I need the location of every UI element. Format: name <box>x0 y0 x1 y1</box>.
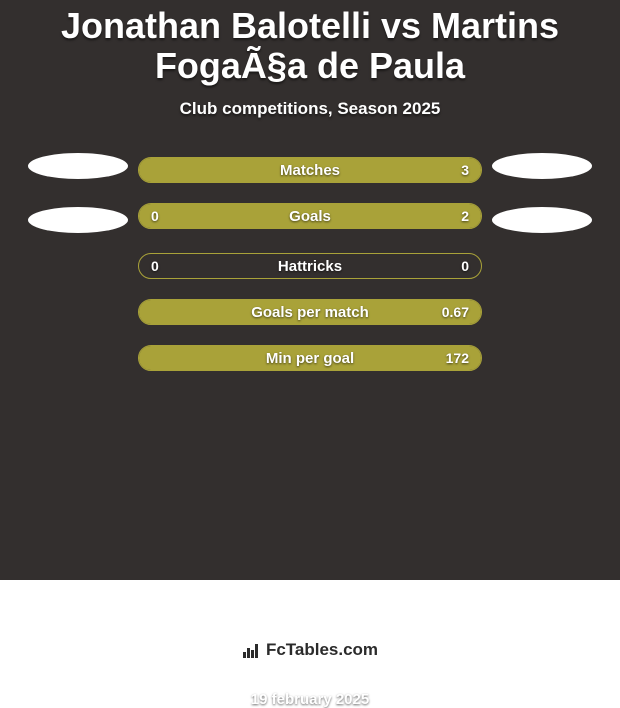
player-marker-oval <box>492 207 592 233</box>
stats-with-ovals: 3Matches 02Goals <box>18 157 602 233</box>
page-title: Jonathan Balotelli vs Martins FogaÃ§a de… <box>0 0 620 85</box>
stat-bar: 02Goals <box>138 203 482 229</box>
stat-label: Min per goal <box>139 350 481 367</box>
stat-bar: 172Min per goal <box>138 345 482 371</box>
bar-chart-icon <box>242 641 260 659</box>
date-caption: 19 february 2025 <box>0 691 620 708</box>
stat-label: Hattricks <box>139 258 481 275</box>
stat-label: Goals <box>139 208 481 225</box>
subtitle: Club competitions, Season 2025 <box>0 99 620 119</box>
player-marker-oval <box>28 207 128 233</box>
source-logo-text: FcTables.com <box>266 640 378 660</box>
source-logo: FcTables.com <box>222 623 398 677</box>
comparison-card: Jonathan Balotelli vs Martins FogaÃ§a de… <box>0 0 620 580</box>
player-marker-oval <box>28 153 128 179</box>
stats-block: 3Matches 02Goals 00Hattricks 0.67Goals per… <box>0 157 620 597</box>
right-marker-col <box>482 153 602 233</box>
stat-bar: 0.67Goals per match <box>138 299 482 325</box>
player-marker-oval <box>492 153 592 179</box>
stat-label: Goals per match <box>139 304 481 321</box>
stat-bar: 00Hattricks <box>138 253 482 279</box>
left-marker-col <box>18 153 138 233</box>
stat-label: Matches <box>139 162 481 179</box>
stat-bar: 3Matches <box>138 157 482 183</box>
